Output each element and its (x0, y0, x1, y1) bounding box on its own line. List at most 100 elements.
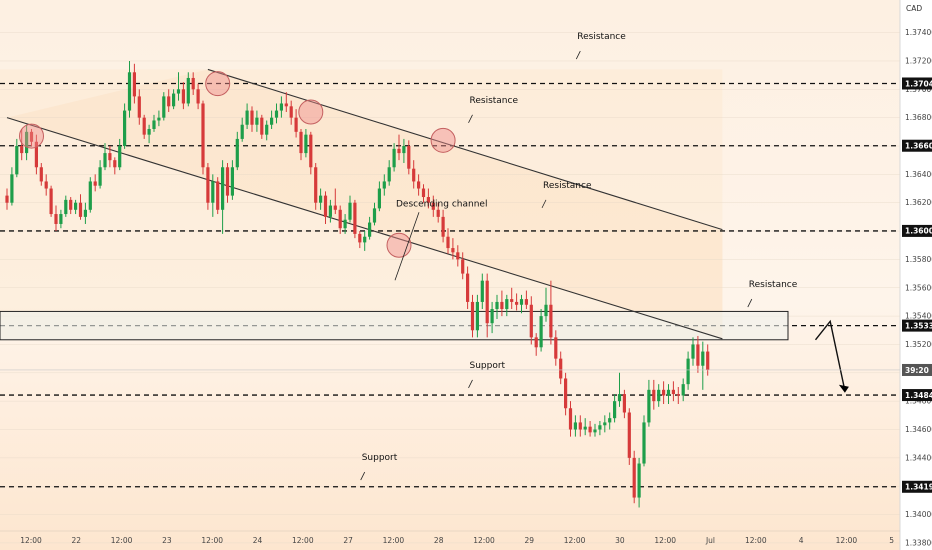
candle-body (392, 148, 396, 168)
annotation-label: Resistance (749, 280, 798, 290)
candle-body (632, 457, 636, 498)
projection-path (814, 319, 846, 391)
y-tick-label: 1.35600 (905, 283, 932, 292)
candle-body (534, 337, 538, 348)
y-tick-label: 1.35200 (905, 340, 932, 349)
candle-body (186, 77, 190, 104)
candle-body (578, 422, 582, 430)
y-tick-label: 1.36800 (905, 113, 932, 122)
level-price-tag (902, 389, 932, 402)
candle-body (142, 117, 146, 135)
y-tick-label: 1.34600 (905, 425, 932, 434)
candle-body (309, 134, 313, 168)
candle-body (519, 299, 524, 305)
candle-body (274, 110, 279, 118)
candle-body (490, 309, 494, 324)
candle-body (706, 351, 710, 370)
x-tick-label: 22 (72, 536, 82, 545)
candle-body (627, 412, 631, 458)
x-tick-label: 27 (343, 536, 353, 545)
candle-body (568, 408, 573, 430)
candle-body (279, 103, 283, 111)
candle-body (5, 195, 9, 203)
candle-body (93, 181, 97, 186)
candle-body (461, 259, 465, 274)
level-price-tag (902, 139, 932, 152)
x-tick-label: 12:00 (654, 536, 676, 545)
candle-body (593, 429, 597, 433)
candle-body (196, 89, 200, 104)
candle-body (372, 208, 377, 223)
x-tick-label: 28 (434, 536, 444, 545)
candle-body (622, 394, 626, 413)
candle-body (314, 167, 318, 203)
candle-body (353, 202, 357, 234)
y-tick-label: 1.34800 (905, 397, 932, 406)
candle-body (167, 96, 171, 107)
candle-body (333, 205, 337, 210)
level-price-label: 1.35333 (905, 321, 932, 330)
candle-body (39, 167, 43, 182)
y-tick-label: 1.37200 (905, 56, 932, 65)
candle-body (583, 426, 587, 430)
candle-body (544, 304, 548, 317)
candle-body (265, 124, 269, 135)
channel-upper-line (207, 68, 723, 231)
candle-body (529, 304, 533, 338)
candle-body (485, 280, 489, 324)
candle-body (123, 110, 127, 147)
candle-body (495, 301, 499, 310)
candle-body (671, 389, 675, 395)
candle-body (470, 301, 475, 331)
current-price-label: 39:20 (905, 366, 929, 375)
touch-point-circle (298, 99, 324, 125)
candle-body (412, 168, 416, 182)
candle-body (666, 389, 671, 396)
candle-body (172, 93, 176, 107)
candle-body (25, 131, 29, 154)
candle-body (20, 146, 24, 154)
annotation-pointer (394, 212, 420, 281)
level-price-tag (902, 319, 932, 332)
candle-body (176, 89, 181, 94)
x-tick-label: 29 (525, 536, 535, 545)
y-tick-label: 1.34000 (905, 510, 932, 519)
y-tick-label: 1.35800 (905, 255, 932, 264)
candle-body (88, 181, 92, 210)
candle-body (515, 301, 519, 305)
candle-body (368, 222, 372, 237)
candle-body (74, 202, 78, 210)
annotation-pointer (468, 379, 473, 389)
candle-body (162, 96, 166, 118)
candle-body (505, 299, 509, 310)
candle-body (451, 248, 455, 253)
candle-body (348, 202, 352, 220)
candle-body (617, 394, 622, 402)
candle-body (588, 426, 592, 433)
candle-body (681, 384, 685, 396)
candle-body (299, 131, 303, 154)
candle-body (338, 209, 342, 229)
level-price-label: 1.34196 (905, 483, 932, 492)
candle-body (54, 214, 58, 224)
x-tick-label: 12:00 (383, 536, 405, 545)
candle-body (270, 117, 274, 125)
candle-body (152, 120, 156, 129)
candle-body (524, 299, 528, 305)
candle-body (118, 146, 122, 168)
candle-body (647, 389, 651, 423)
candle-body (10, 174, 14, 203)
channel-fill (7, 69, 723, 339)
annotation-pointer (360, 471, 366, 481)
candle-body (343, 219, 347, 229)
candle-body (15, 146, 19, 175)
candle-body (78, 202, 83, 217)
x-tick-label: 12:00 (111, 536, 133, 545)
candle-body (358, 233, 362, 243)
candle-body (304, 134, 308, 154)
candle-body (598, 425, 602, 430)
candle-body (201, 103, 205, 168)
candle-body (691, 344, 695, 359)
x-tick-label: 23 (162, 536, 172, 545)
candle-body (191, 77, 195, 90)
